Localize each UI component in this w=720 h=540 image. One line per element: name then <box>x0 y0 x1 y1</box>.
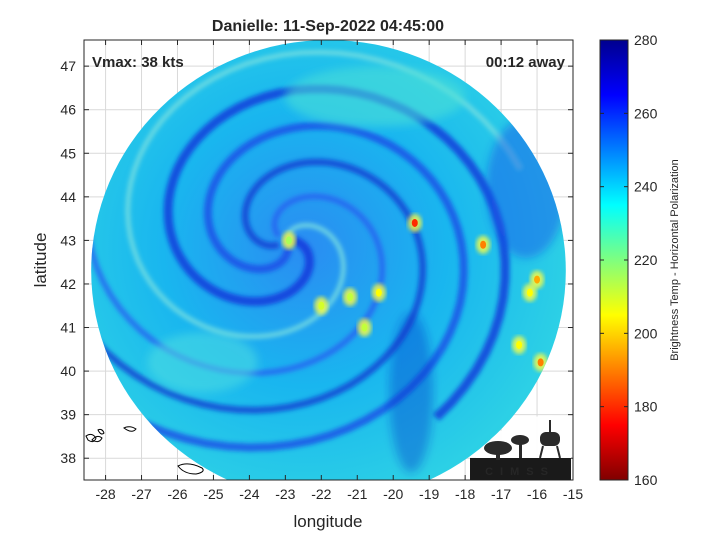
x-tick-label: -23 <box>275 486 295 502</box>
x-tick-label: -22 <box>311 486 331 502</box>
colorbar-tick-label: 240 <box>634 179 658 195</box>
y-tick-label: 47 <box>60 58 76 74</box>
y-tick-label: 38 <box>60 450 76 466</box>
x-axis-label: longitude <box>293 512 362 531</box>
cimss-logo: CIMSS <box>470 415 571 480</box>
x-tick-label: -16 <box>527 486 547 502</box>
y-tick-label: 43 <box>60 232 76 248</box>
y-tick-label: 42 <box>60 276 76 292</box>
x-tick-label: -21 <box>347 486 367 502</box>
rain-band <box>91 40 386 377</box>
axes-box <box>83 39 574 481</box>
x-tick-label: -18 <box>455 486 475 502</box>
colorbar-tick-label: 220 <box>634 252 658 268</box>
y-tick-label: 40 <box>60 363 76 379</box>
y-tick-label: 46 <box>60 102 76 118</box>
x-tick-label: -25 <box>203 486 223 502</box>
x-tick-label: -17 <box>491 486 511 502</box>
warm-spot <box>534 275 541 284</box>
y-tick-label: 41 <box>60 320 76 336</box>
y-tick-label: 44 <box>60 189 76 205</box>
colorbar-tick-label: 280 <box>634 32 658 48</box>
cold-cloud-region <box>389 312 434 473</box>
warm-spot <box>480 240 487 249</box>
warm-spot <box>375 288 382 297</box>
x-tick-label: -20 <box>383 486 403 502</box>
rain-band <box>125 49 523 339</box>
logo-text: CIMSS <box>485 466 555 478</box>
warm-spot <box>347 293 354 302</box>
y-tick-label: 45 <box>60 145 76 161</box>
colorbar <box>599 39 629 481</box>
x-tick-label: -19 <box>419 486 439 502</box>
colorbar-label: Brightness Temp - Horizontal Polarizatio… <box>669 159 681 361</box>
warm-spot <box>516 340 523 349</box>
microwave-swath <box>91 40 566 480</box>
x-tick-label: -28 <box>95 486 115 502</box>
clear-air-region <box>147 332 258 393</box>
x-tick-label: -24 <box>239 486 259 502</box>
warm-spot <box>361 323 368 332</box>
x-tick-label: -27 <box>131 486 151 502</box>
x-tick-label: -15 <box>563 486 583 502</box>
coastline-islands <box>85 426 204 475</box>
clear-air-region <box>285 66 466 127</box>
warm-spot <box>526 288 533 297</box>
swath-texture <box>91 40 566 473</box>
vmax-annotation: Vmax: 38 kts <box>92 54 184 71</box>
warm-spot <box>537 358 544 367</box>
y-tick-label: 39 <box>60 407 76 423</box>
colorbar-tick-label: 160 <box>634 472 658 488</box>
colorbar-ticks: 160 180 200 220 240 260 280 <box>600 32 658 488</box>
warm-spot <box>285 236 292 245</box>
y-axis-label: latitude <box>31 233 50 288</box>
time-away-annotation: 00:12 away <box>486 54 566 71</box>
x-tick-label: -26 <box>167 486 187 502</box>
rain-band <box>163 84 510 421</box>
warm-spot <box>411 218 418 227</box>
warm-spot <box>318 301 325 310</box>
axis-ticks: -28 -27 -26 -25 -24 -23 -22 -21 -20 -19 -18 -17 -16-… <box>60 40 583 502</box>
colorbar-tick-label: 260 <box>634 105 658 121</box>
colorbar-tick-label: 200 <box>634 325 658 341</box>
water-tower-icon <box>540 432 560 446</box>
chart-title: Danielle: 11-Sep-2022 04:45:00 <box>212 18 444 35</box>
colorbar-tick-label: 180 <box>634 399 658 415</box>
